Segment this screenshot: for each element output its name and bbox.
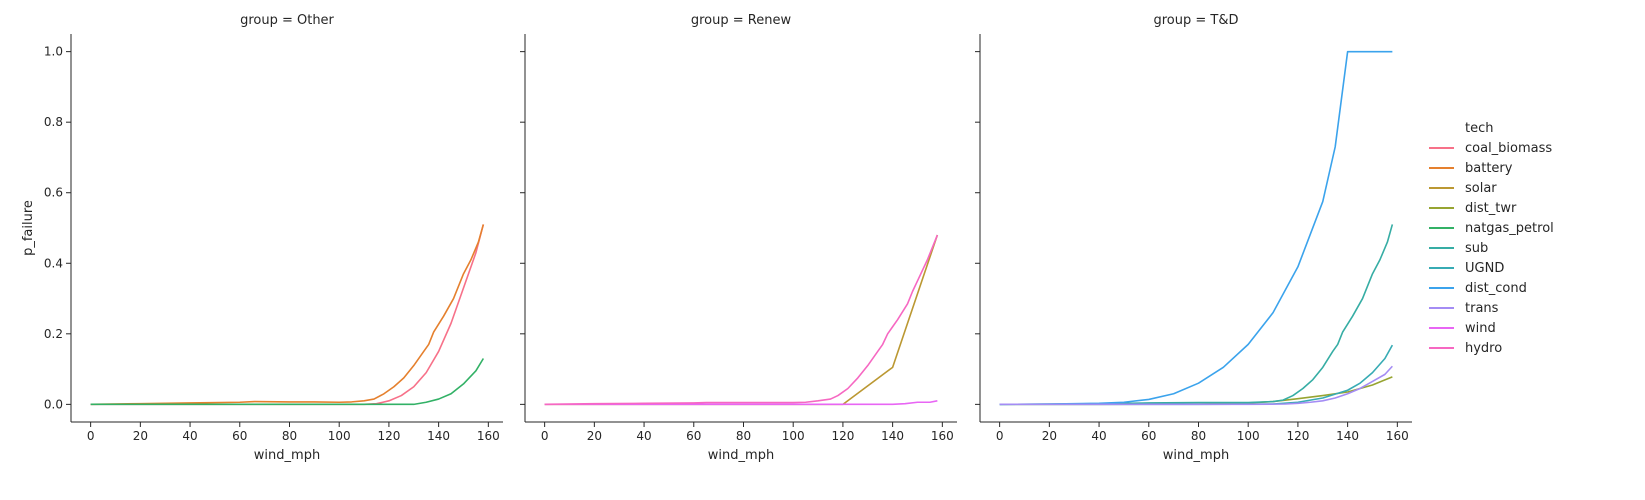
panel-title: group = Other bbox=[240, 13, 334, 28]
panel-2: group = Renew 0 20 40 60 80 100 120 140 160 wind_m… bbox=[520, 13, 957, 463]
panel-3: group = T&D 0 20 40 60 80 100 120 140 160 wind_mph bbox=[975, 13, 1412, 463]
x-tick-label: 160 bbox=[477, 429, 500, 443]
x-axis-label: wind_mph bbox=[708, 448, 774, 463]
legend-label: wind bbox=[1465, 321, 1496, 336]
x-tick-label: 0 bbox=[541, 429, 549, 443]
y-tick-label: 0.8 bbox=[44, 115, 63, 129]
y-axis-label: p_failure bbox=[21, 200, 36, 256]
series-line-battery bbox=[90, 224, 485, 406]
legend-label: trans bbox=[1465, 301, 1499, 316]
x-tick-label: 40 bbox=[1091, 429, 1106, 443]
x-axis-label: wind_mph bbox=[1163, 448, 1229, 463]
legend-item-battery: battery bbox=[1429, 161, 1513, 176]
x-tick-label: 100 bbox=[328, 429, 351, 443]
x-tick-label: 140 bbox=[881, 429, 904, 443]
legend-label: solar bbox=[1465, 181, 1497, 196]
series-line-dist_twr bbox=[999, 376, 1393, 406]
legend-item-dist_twr: dist_twr bbox=[1429, 201, 1517, 216]
y-tick-label: 1.0 bbox=[44, 45, 63, 59]
x-tick-label: 40 bbox=[182, 429, 197, 443]
panel-title: group = Renew bbox=[691, 13, 792, 28]
legend-label: natgas_petrol bbox=[1465, 221, 1554, 236]
legend-item-solar: solar bbox=[1429, 181, 1497, 196]
x-tick-label: 120 bbox=[1286, 429, 1309, 443]
legend-title: tech bbox=[1465, 121, 1493, 136]
series-line-coal_biomass bbox=[90, 224, 485, 406]
series-line-UGND bbox=[999, 344, 1394, 406]
legend-item-natgas_petrol: natgas_petrol bbox=[1429, 221, 1554, 236]
legend-item-UGND: UGND bbox=[1429, 261, 1504, 276]
series-line-hydro bbox=[544, 234, 939, 406]
series-line-natgas_petrol bbox=[90, 358, 485, 406]
x-tick-label: 80 bbox=[282, 429, 297, 443]
x-tick-label: 20 bbox=[587, 429, 602, 443]
legend-label: sub bbox=[1465, 241, 1488, 256]
panel-title: group = T&D bbox=[1153, 13, 1238, 28]
x-tick-label: 120 bbox=[831, 429, 854, 443]
x-tick-label: 60 bbox=[232, 429, 247, 443]
x-tick-label: 0 bbox=[996, 429, 1004, 443]
series-line-sub bbox=[999, 224, 1394, 406]
x-axis-label: wind_mph bbox=[254, 448, 320, 463]
series-line-trans bbox=[999, 365, 1393, 406]
x-tick-label: 140 bbox=[427, 429, 450, 443]
x-tick-label: 100 bbox=[1237, 429, 1260, 443]
x-tick-label: 80 bbox=[736, 429, 751, 443]
y-tick-label: 0.4 bbox=[44, 256, 63, 270]
y-tick-label: 0.6 bbox=[44, 186, 63, 200]
x-tick-label: 20 bbox=[133, 429, 148, 443]
legend-item-wind: wind bbox=[1429, 321, 1496, 336]
y-tick-label: 0.2 bbox=[44, 327, 63, 341]
x-tick-label: 160 bbox=[1386, 429, 1409, 443]
legend-label: battery bbox=[1465, 161, 1513, 176]
legend-label: dist_cond bbox=[1465, 281, 1527, 296]
panel-1: group = Other 0 20 40 60 80 100 120 140 160 wind_m… bbox=[44, 13, 503, 463]
legend-item-dist_cond: dist_cond bbox=[1429, 281, 1527, 296]
legend-label: UGND bbox=[1465, 261, 1504, 276]
legend-item-hydro: hydro bbox=[1429, 341, 1502, 356]
y-tick-label: 0.0 bbox=[44, 397, 63, 411]
legend-label: dist_twr bbox=[1465, 201, 1517, 216]
x-tick-label: 60 bbox=[1141, 429, 1156, 443]
legend-item-sub: sub bbox=[1429, 241, 1488, 256]
legend-item-coal_biomass: coal_biomass bbox=[1429, 141, 1552, 156]
x-tick-label: 0 bbox=[87, 429, 95, 443]
legend-label: coal_biomass bbox=[1465, 141, 1552, 156]
legend-label: hydro bbox=[1465, 341, 1502, 356]
x-tick-label: 20 bbox=[1042, 429, 1057, 443]
series-line-solar bbox=[544, 234, 939, 406]
x-tick-label: 60 bbox=[686, 429, 701, 443]
x-tick-label: 140 bbox=[1336, 429, 1359, 443]
series-line-wind bbox=[544, 400, 938, 406]
x-tick-label: 80 bbox=[1191, 429, 1206, 443]
x-tick-label: 120 bbox=[377, 429, 400, 443]
legend-item-trans: trans bbox=[1429, 301, 1499, 316]
series-line-dist_cond bbox=[999, 50, 1393, 406]
x-tick-label: 100 bbox=[782, 429, 805, 443]
x-tick-label: 40 bbox=[636, 429, 651, 443]
x-tick-label: 160 bbox=[931, 429, 954, 443]
